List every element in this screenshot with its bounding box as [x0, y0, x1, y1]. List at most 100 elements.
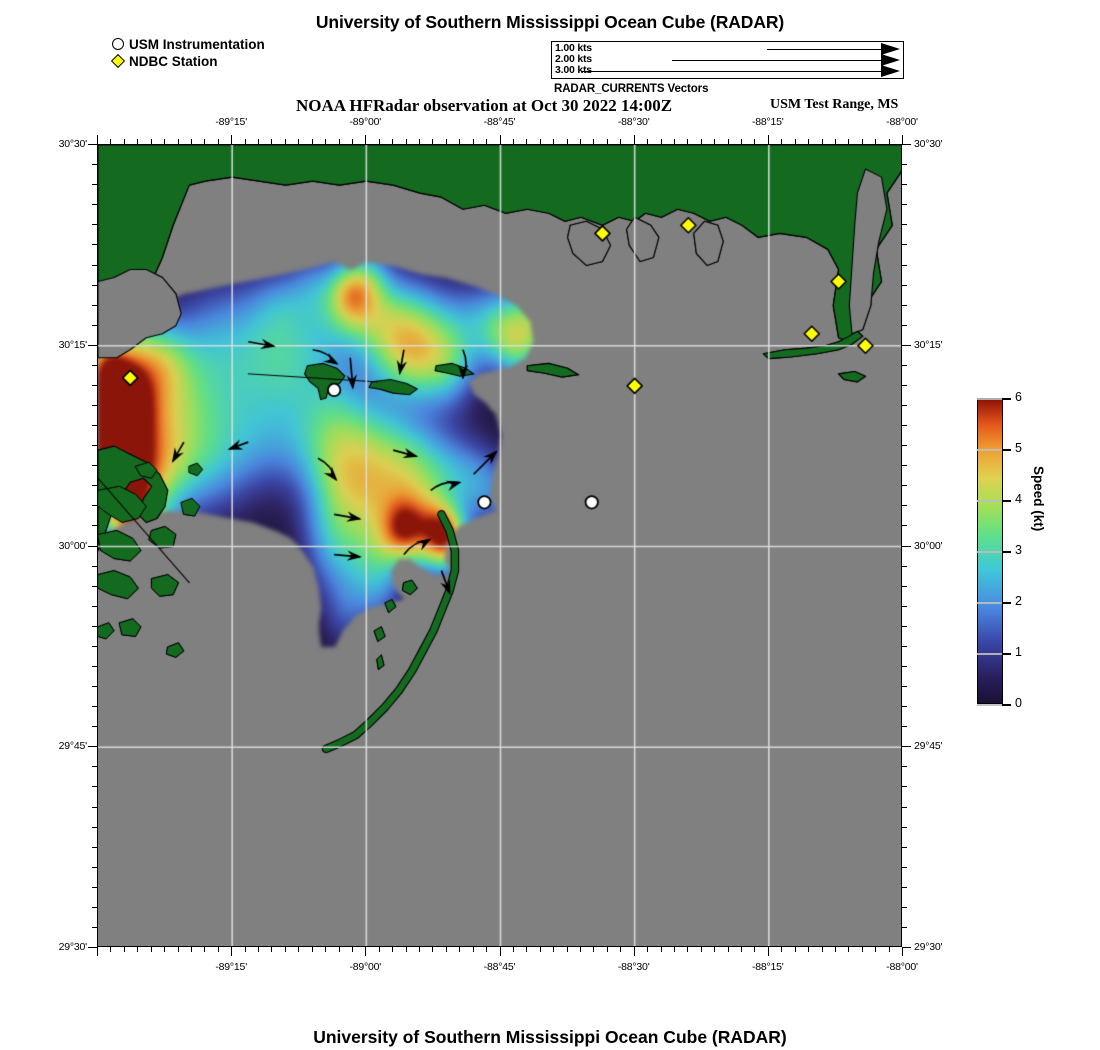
axis-tick-bottom — [700, 947, 702, 952]
colorbar-inner-tick — [977, 653, 1003, 655]
axis-tick-top — [512, 139, 514, 144]
axis-tick-bottom — [419, 947, 420, 952]
axis-tick-top — [848, 139, 850, 144]
radar-map[interactable] — [97, 144, 902, 947]
colorbar-tick-label: 4 — [1015, 492, 1022, 506]
axis-tick-right — [902, 906, 907, 908]
y-axis-label-right: 29°30' — [914, 941, 943, 953]
colorbar-tick-label: 5 — [1015, 441, 1022, 455]
page-title: University of Southern Mississippi Ocean… — [315, 12, 785, 32]
axis-tick-bottom — [351, 947, 353, 952]
axis-tick-top — [258, 139, 259, 144]
axis-tick-left — [92, 505, 97, 507]
y-axis-label-left: 29°45' — [58, 740, 88, 753]
axis-tick-bottom — [231, 947, 233, 956]
axis-tick-top — [700, 139, 702, 144]
axis-tick-left — [92, 605, 97, 607]
axis-tick-bottom — [834, 947, 836, 952]
colorbar-tick — [1002, 653, 1011, 655]
axis-tick-left — [92, 384, 97, 386]
y-axis-label-right: 30°00' — [914, 539, 943, 552]
axis-tick-top — [888, 139, 890, 144]
axis-tick-bottom — [298, 947, 300, 952]
axis-tick-right — [902, 364, 907, 366]
axis-tick-bottom — [861, 947, 863, 952]
axis-tick-right — [902, 304, 907, 306]
colorbar-tick — [1002, 398, 1011, 400]
axis-tick-top — [378, 139, 380, 144]
axis-tick-left — [92, 204, 97, 206]
axis-tick-left — [92, 645, 97, 647]
vector-scale-row-3: 3.00 kts — [552, 64, 903, 77]
axis-tick-right — [902, 244, 907, 246]
axis-tick-right — [902, 485, 907, 487]
axis-tick-top — [821, 139, 823, 144]
axis-tick-left — [92, 866, 97, 868]
y-axis-label-left: 30°30' — [58, 138, 88, 150]
axis-tick-left — [92, 585, 97, 587]
axis-tick-right — [902, 866, 907, 868]
axis-tick-top — [432, 139, 434, 144]
axis-tick-bottom — [97, 947, 98, 956]
axis-tick-bottom — [606, 947, 608, 952]
axis-tick-top — [150, 139, 152, 144]
axis-tick-left — [88, 144, 97, 145]
axis-tick-bottom — [405, 947, 407, 952]
axis-tick-left — [88, 545, 97, 547]
axis-tick-right — [902, 545, 911, 547]
vector-scale-legend: 1.00 kts 2.00 kts 3.00 kts — [551, 41, 904, 79]
axis-tick-right — [902, 826, 907, 828]
axis-tick-left — [92, 264, 97, 266]
axis-tick-right — [902, 324, 907, 326]
axis-tick-top — [204, 139, 206, 144]
axis-tick-top — [244, 139, 246, 144]
axis-tick-bottom — [137, 947, 139, 952]
y-axis-label-left: 29°30' — [58, 941, 88, 953]
colorbar-tick-label: 1 — [1015, 645, 1022, 659]
axis-tick-top — [781, 139, 783, 144]
axis-tick-right — [902, 766, 907, 768]
colorbar-tick-label: 6 — [1015, 390, 1022, 404]
axis-tick-top — [526, 139, 528, 144]
axis-tick-right — [902, 666, 907, 667]
test-range-label: USM Test Range, MS — [770, 97, 899, 112]
axis-tick-top — [271, 139, 273, 144]
axis-tick-bottom — [566, 947, 568, 952]
axis-tick-right — [902, 605, 907, 607]
axis-tick-top — [875, 139, 877, 144]
vector-legend-caption: RADAR_CURRENTS Vectors — [554, 83, 709, 95]
axis-tick-left — [92, 686, 97, 687]
axis-tick-right — [902, 164, 907, 166]
axis-tick-top — [902, 135, 903, 144]
axis-tick-top — [284, 139, 286, 144]
y-axis-label-left: 30°15' — [58, 338, 88, 351]
axis-tick-bottom — [781, 947, 783, 952]
axis-tick-bottom — [875, 947, 877, 952]
vector-scale-line-2 — [672, 59, 882, 61]
axis-tick-bottom — [794, 947, 796, 952]
axis-tick-bottom — [445, 947, 447, 952]
axis-tick-left — [92, 164, 97, 166]
colorbar-tick — [1002, 551, 1011, 553]
axis-tick-left — [92, 906, 97, 908]
axis-tick-left — [92, 224, 97, 226]
axis-tick-bottom — [284, 947, 286, 952]
axis-tick-bottom — [110, 947, 112, 952]
axis-tick-top — [123, 139, 125, 144]
axis-tick-top — [633, 135, 635, 144]
axis-tick-left — [92, 766, 97, 768]
axis-tick-bottom — [486, 947, 488, 952]
axis-tick-right — [902, 264, 907, 266]
x-axis-label-top: -88°15' — [751, 116, 784, 128]
colorbar-tick — [1002, 602, 1011, 604]
axis-tick-top — [445, 139, 447, 144]
axis-tick-right — [902, 746, 911, 748]
axis-tick-bottom — [325, 947, 327, 952]
axis-tick-bottom — [338, 947, 340, 952]
axis-tick-bottom — [620, 947, 622, 952]
radar-map-canvas[interactable] — [98, 145, 901, 946]
axis-tick-top — [767, 135, 769, 144]
y-axis-label-left: 30°00' — [58, 539, 88, 552]
axis-tick-bottom — [673, 947, 675, 952]
axis-tick-left — [88, 947, 97, 948]
